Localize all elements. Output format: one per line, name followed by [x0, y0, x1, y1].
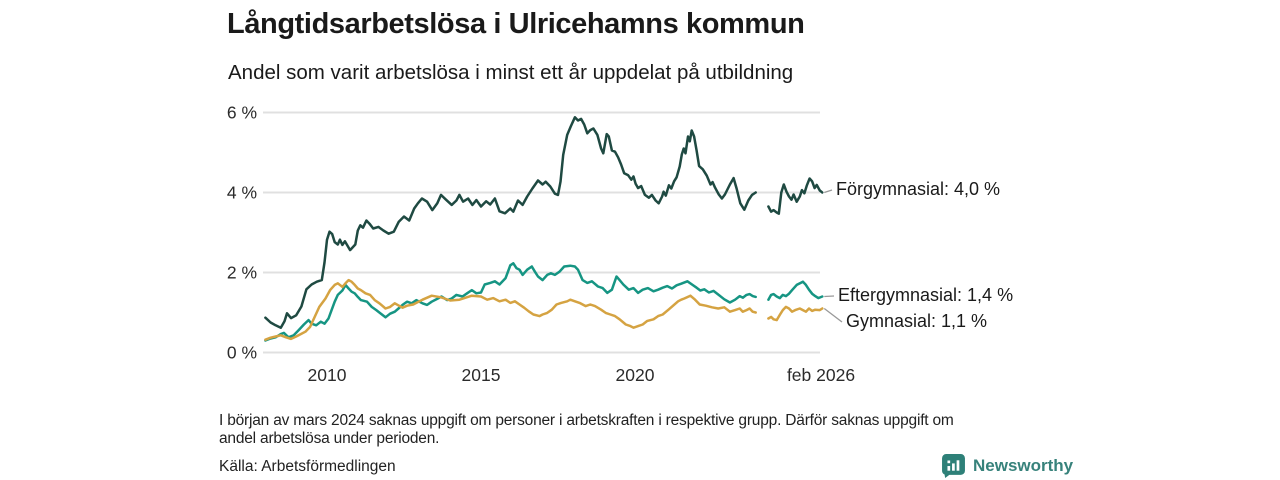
series-line-gymnasial-seg1 — [767, 305, 824, 322]
series-line-eftergymnasial-seg1 — [767, 280, 824, 301]
newsworthy-logo-text: Newsworthy — [973, 455, 1074, 475]
label-connector-förgymnasial — [824, 189, 833, 194]
series-end-label-förgymnasial: Förgymnasial: 4,0 % — [836, 179, 1000, 199]
y-tick-label: 4 % — [227, 183, 257, 203]
series-line-förgymnasial-seg0 — [264, 116, 757, 329]
label-connector-eftergymnasial — [824, 295, 835, 298]
x-tick-label: feb 2026 — [787, 365, 855, 385]
chart-subtitle: Andel som varit arbetslösa i minst ett å… — [228, 61, 794, 84]
series-end-label-gymnasial: Gymnasial: 1,1 % — [846, 311, 987, 331]
footnote-line-1: I början av mars 2024 saknas uppgift om … — [219, 412, 954, 429]
source-label: Källa: Arbetsförmedlingen — [219, 458, 396, 475]
x-tick-label: 2015 — [462, 365, 501, 385]
chart-footnote: I början av mars 2024 saknas uppgift om … — [219, 412, 954, 448]
series-line-eftergymnasial-seg0 — [264, 262, 757, 342]
label-connector-gymnasial — [823, 307, 843, 323]
y-tick-label: 0 % — [227, 343, 257, 363]
series-line-gymnasial-seg0 — [264, 278, 757, 341]
x-tick-label: 2020 — [616, 365, 655, 385]
newsworthy-logo: Newsworthy — [941, 453, 1073, 478]
series-line-förgymnasial-seg1 — [767, 177, 824, 215]
y-tick-label: 6 % — [227, 103, 257, 123]
page-title: Långtidsarbetslösa i Ulricehamns kommun — [227, 8, 805, 40]
y-tick-label: 2 % — [227, 263, 257, 283]
footnote-line-2: andel arbetslösa under perioden. — [219, 430, 440, 447]
series-end-label-eftergymnasial: Eftergymnasial: 1,4 % — [838, 285, 1013, 305]
newsworthy-logo-icon — [942, 454, 965, 478]
x-tick-label: 2010 — [308, 365, 347, 385]
